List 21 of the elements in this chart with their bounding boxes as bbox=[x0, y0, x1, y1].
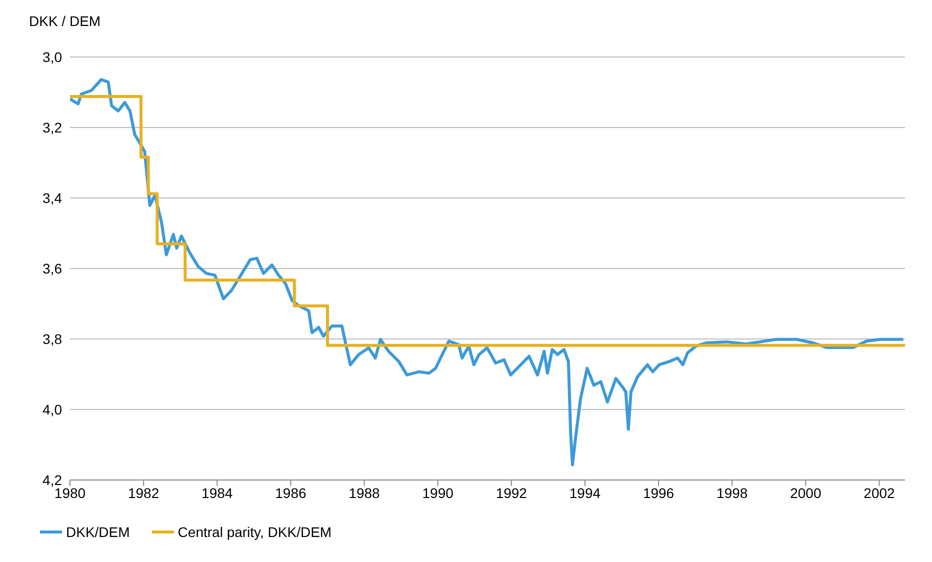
y-tick-label: 3,4 bbox=[42, 190, 62, 206]
x-tick-label: 1996 bbox=[642, 484, 674, 501]
x-tick-label: 1994 bbox=[569, 484, 601, 501]
legend-label: DKK/DEM bbox=[66, 524, 130, 540]
x-tick-label: 1992 bbox=[496, 484, 528, 501]
x-tick-label: 1984 bbox=[202, 484, 233, 501]
y-tick-label: 3,0 bbox=[42, 48, 62, 65]
x-tick-label: 1990 bbox=[422, 484, 454, 501]
y-tick-label: 3,6 bbox=[42, 260, 62, 276]
x-tick-label: 2002 bbox=[864, 484, 896, 501]
x-tick-label: 1998 bbox=[716, 484, 748, 501]
y-tick-label: 3,2 bbox=[42, 119, 62, 136]
y-tick-label: 3,8 bbox=[42, 330, 62, 347]
x-tick-label: 1988 bbox=[348, 484, 380, 501]
x-tick-label: 2000 bbox=[790, 484, 822, 501]
y-axis-title: DKK / DEM bbox=[29, 13, 101, 29]
x-tick-label: 1982 bbox=[128, 484, 160, 501]
y-tick-label: 4,0 bbox=[42, 401, 62, 418]
line-series bbox=[70, 78, 905, 466]
legend-label: Central parity, DKK/DEM bbox=[178, 524, 332, 540]
x-tick-label: 1986 bbox=[275, 484, 306, 501]
